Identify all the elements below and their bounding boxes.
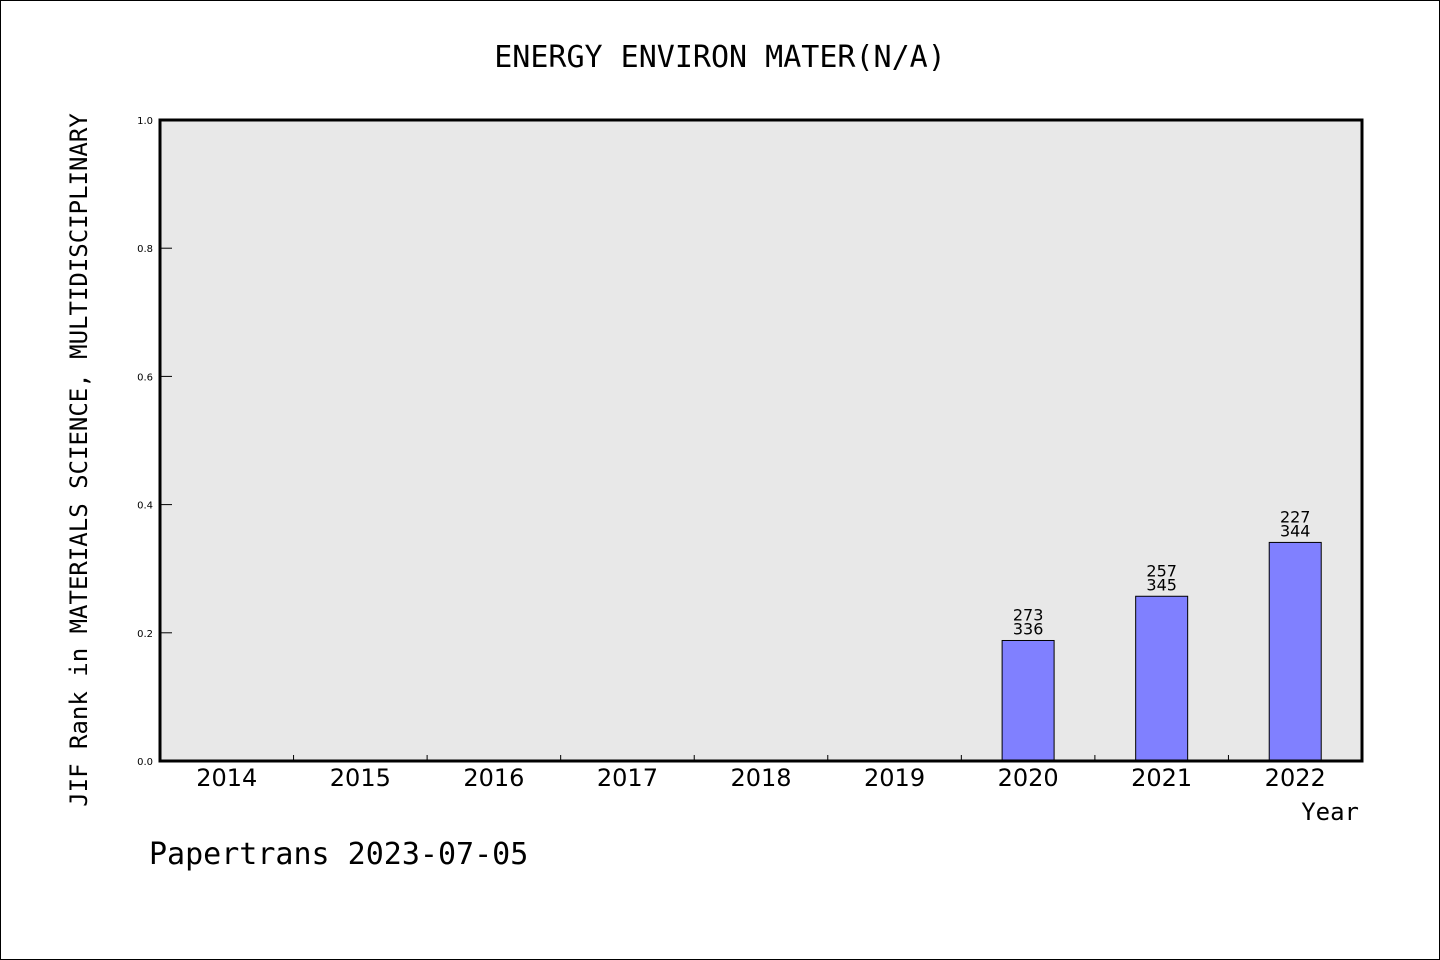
y-tick-label: 0.8: [137, 244, 153, 255]
bar-2020: [1001, 639, 1055, 762]
x-tick-label: 2014: [196, 764, 257, 792]
bar-label-rank: 273: [1013, 605, 1044, 624]
y-tick-label: 0.0: [137, 757, 153, 768]
x-tick-label: 2018: [730, 764, 791, 792]
x-tick-label: 2016: [463, 764, 524, 792]
y-tick-label: 1.0: [137, 116, 153, 127]
y-axis-label: JIF Rank in MATERIALS SCIENCE, MULTIDISC…: [65, 113, 93, 807]
plot-border: [158, 118, 1364, 763]
bar-label-total: 344: [1280, 521, 1311, 540]
footer-watermark: Papertrans 2023-07-05: [149, 837, 528, 872]
x-axis-label: Year: [1301, 798, 1359, 826]
bar-label-rank: 227: [1280, 507, 1311, 526]
x-tick-label: 2015: [330, 764, 391, 792]
bar-label-total: 345: [1146, 575, 1177, 594]
x-tick-label: 2022: [1265, 764, 1326, 792]
x-tick-label: 2019: [864, 764, 925, 792]
x-tick-label: 2017: [597, 764, 658, 792]
x-tick-label: 2021: [1131, 764, 1192, 792]
chart-title: ENERGY ENVIRON MATER(N/A): [494, 40, 946, 75]
bar-label-total: 336: [1013, 619, 1044, 638]
y-tick-label: 0.6: [137, 372, 153, 383]
bar-label-rank: 257: [1146, 561, 1177, 580]
bar-2021: [1135, 595, 1189, 762]
y-tick-label: 0.2: [137, 629, 153, 640]
bar-2022: [1268, 541, 1322, 762]
x-tick-label: 2020: [998, 764, 1059, 792]
y-tick-label: 0.4: [137, 501, 153, 512]
